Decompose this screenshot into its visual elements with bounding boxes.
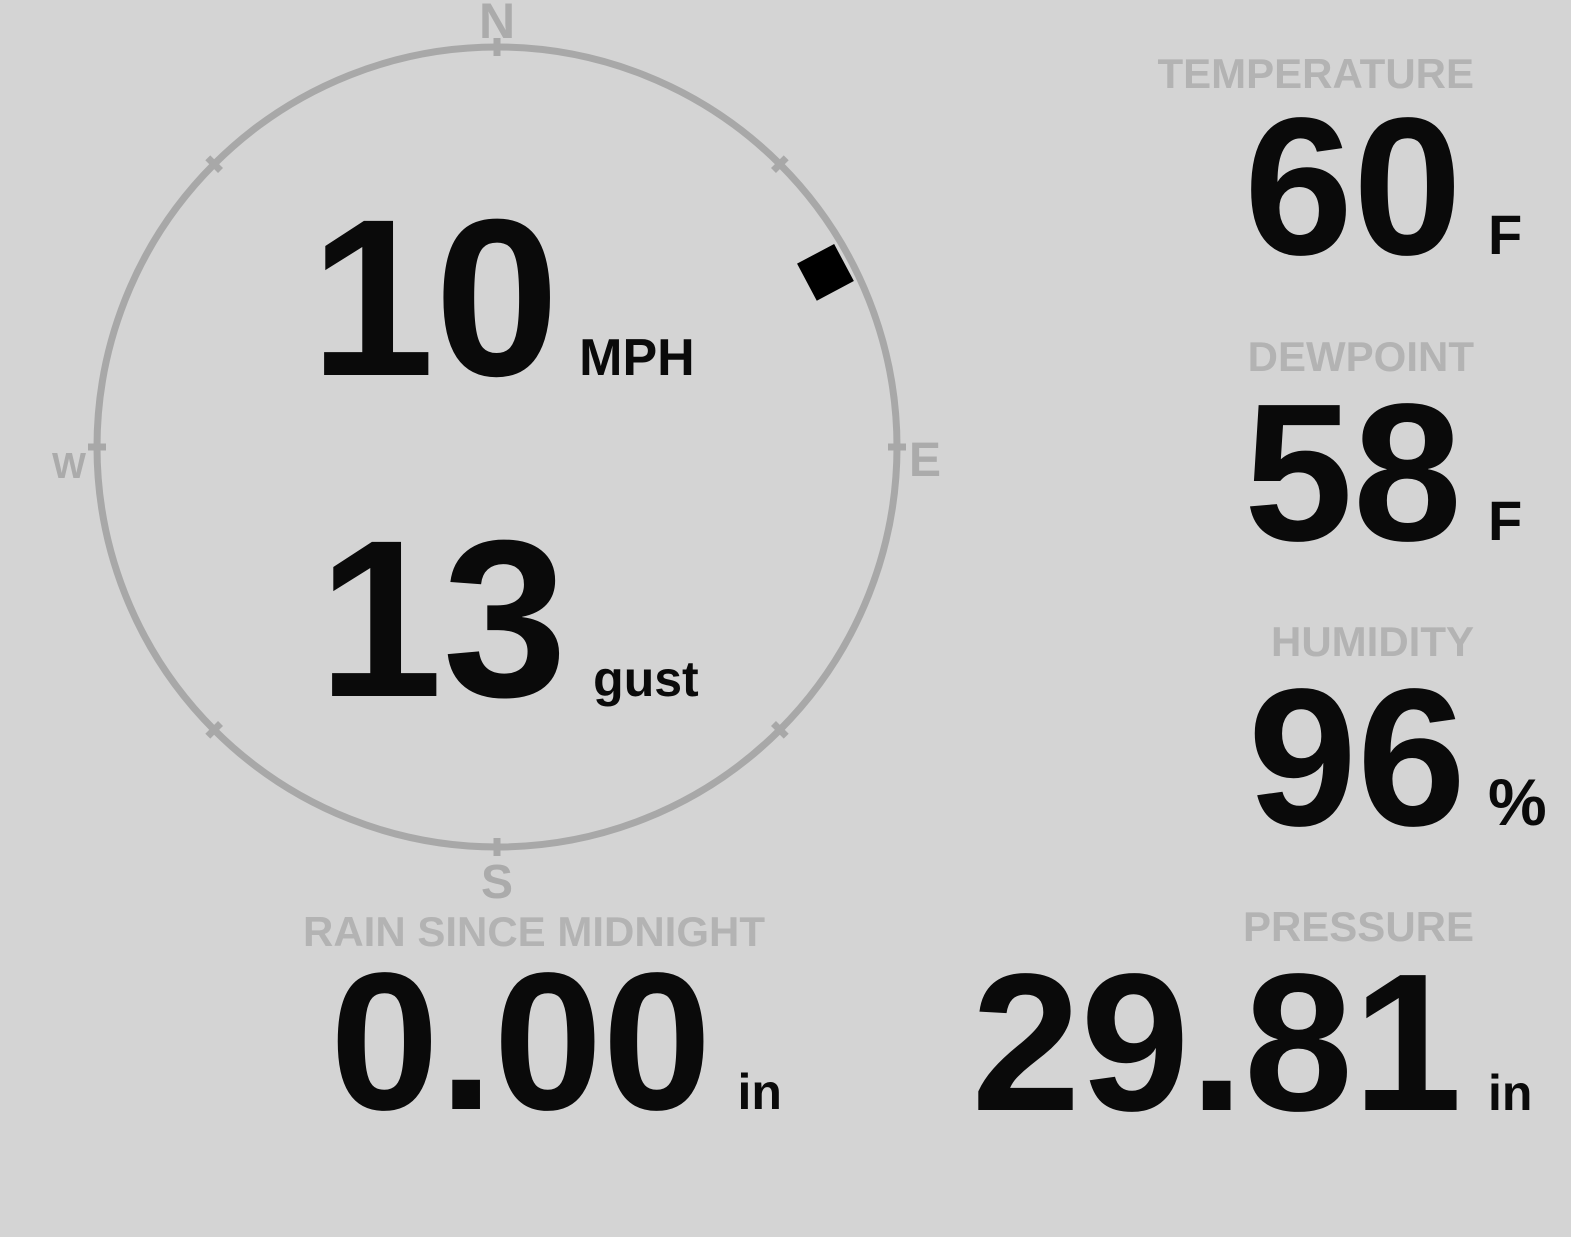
compass-label-south: S <box>480 856 513 909</box>
wind-speed: 10 MPH <box>310 186 695 410</box>
wind-speed-unit: MPH <box>579 329 695 387</box>
temperature-value: 60 <box>1243 77 1462 296</box>
wind-speed-value: 10 <box>310 173 560 423</box>
compass-label-north: N <box>478 0 516 49</box>
wind-gust-value: 13 <box>318 494 568 744</box>
humidity-value: 96 <box>1247 648 1466 867</box>
rain-unit: in <box>737 1064 782 1120</box>
dewpoint-metric: 58 F <box>1244 375 1571 571</box>
compass-label-west: W <box>52 445 86 486</box>
compass-label-east: E <box>908 434 941 487</box>
humidity-metric: 96 % <box>1248 660 1571 856</box>
humidity-unit: % <box>1488 765 1547 839</box>
wind-direction-marker <box>797 243 854 301</box>
pressure-label: PRESSURE <box>1242 903 1474 950</box>
dewpoint-unit: F <box>1488 489 1523 552</box>
rain-value: 0.00 <box>330 932 712 1151</box>
pressure-value: 29.81 <box>971 933 1462 1152</box>
rain-label: RAIN SINCE MIDNIGHT <box>303 908 765 955</box>
rain-metric: 0.00 in <box>330 944 782 1140</box>
dewpoint-value: 58 <box>1243 363 1462 582</box>
pressure-metric: 29.81 in <box>972 945 1571 1141</box>
temperature-metric: 60 F <box>1244 89 1571 285</box>
wind-gust-unit: gust <box>593 651 699 707</box>
pressure-unit: in <box>1488 1065 1533 1121</box>
dewpoint-label: DEWPOINT <box>1247 333 1474 380</box>
wind-gust: 13 gust <box>318 507 699 731</box>
humidity-label: HUMIDITY <box>1271 618 1474 665</box>
temperature-label: TEMPERATURE <box>1157 50 1474 97</box>
temperature-unit: F <box>1488 203 1523 266</box>
